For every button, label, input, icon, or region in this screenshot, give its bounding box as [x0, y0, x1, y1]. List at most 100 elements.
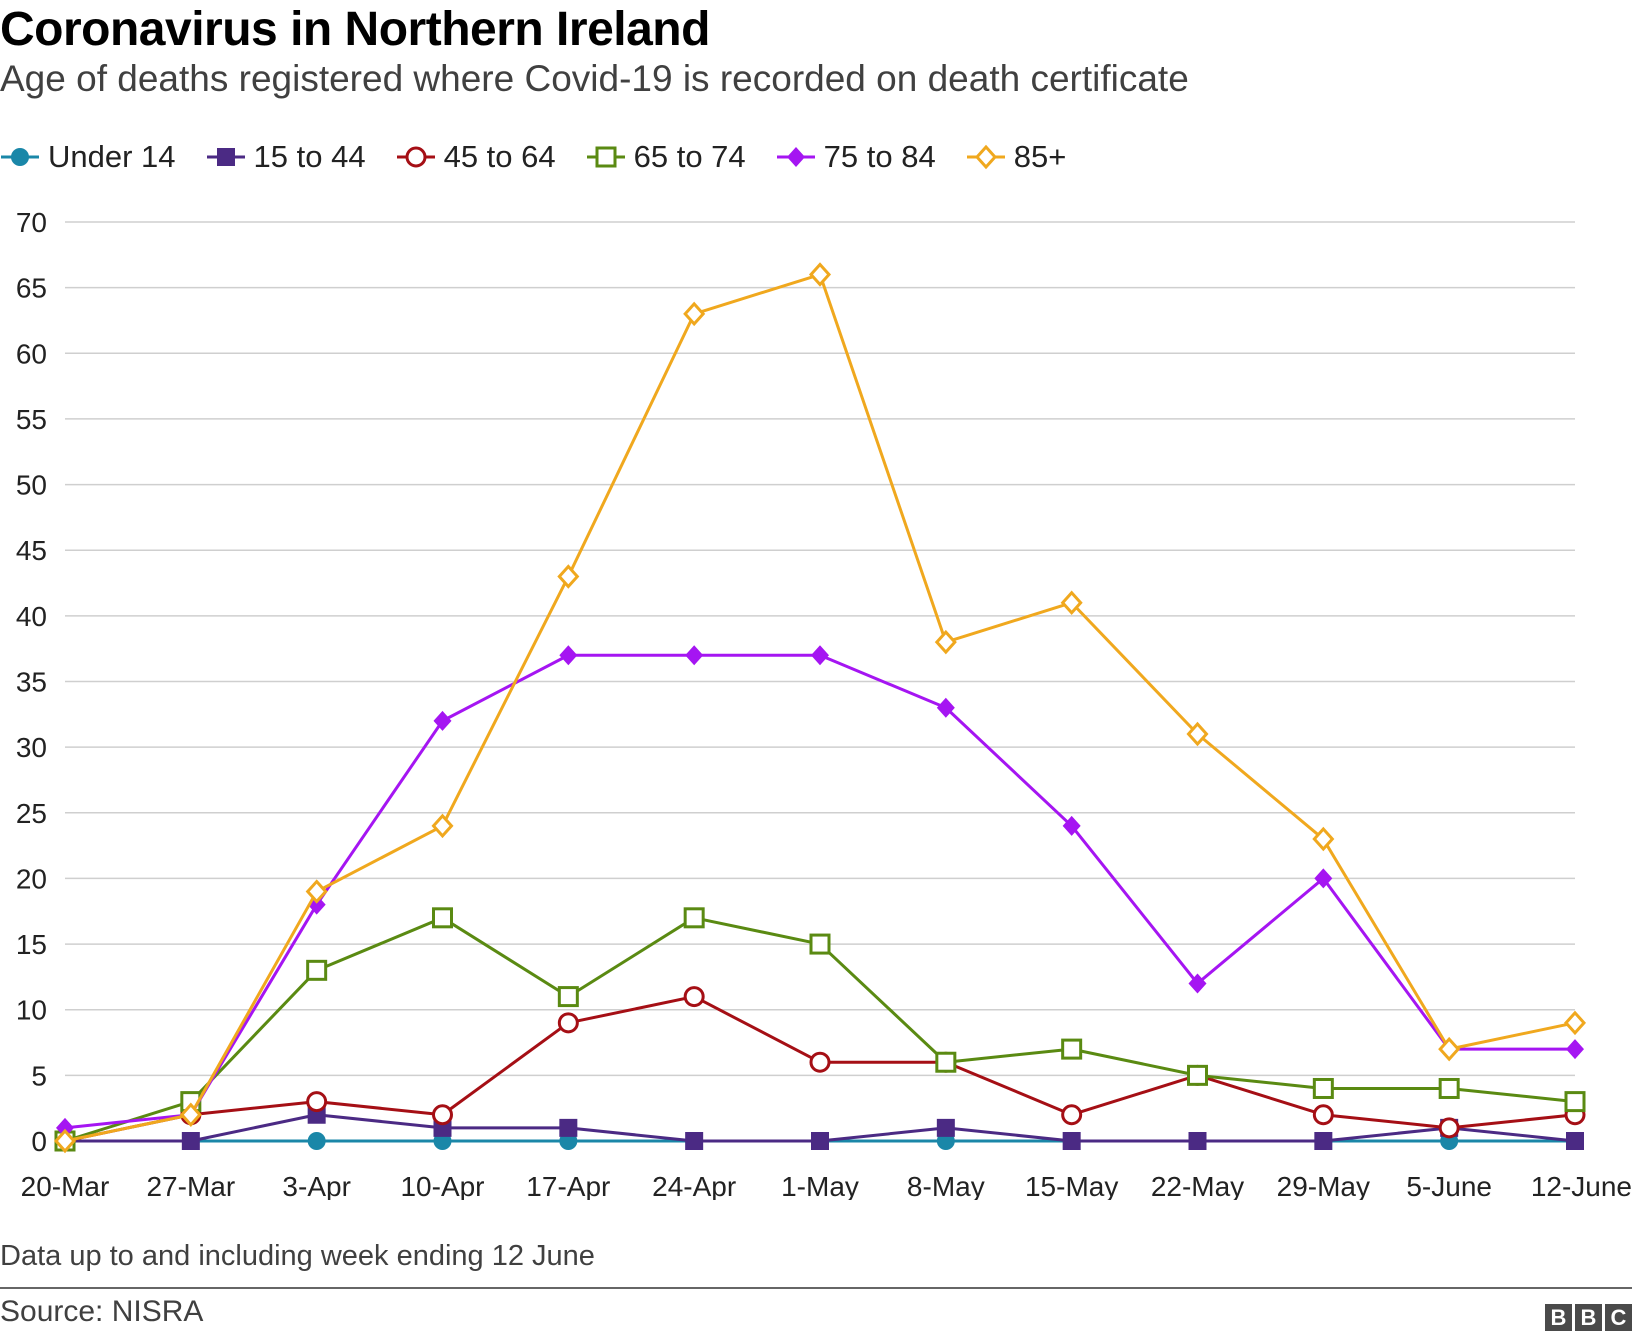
- y-tick-label: 20: [16, 863, 47, 894]
- data-point: [1312, 1077, 1334, 1099]
- data-point: [1188, 973, 1207, 994]
- data-point: [559, 645, 578, 666]
- legend-marker: [216, 148, 235, 166]
- data-point: [1314, 1132, 1333, 1150]
- data-point: [1187, 1064, 1208, 1086]
- data-point: [306, 1091, 328, 1113]
- x-tick-label: 5-June: [1406, 1171, 1492, 1200]
- legend-label: 75 to 84: [823, 139, 936, 174]
- data-point: [559, 1118, 578, 1137]
- legend-item: 45 to 64: [396, 139, 556, 175]
- y-tick-label: 0: [31, 1126, 47, 1157]
- data-point: [307, 1132, 326, 1150]
- data-point: [1062, 815, 1081, 836]
- data-point: [683, 986, 705, 1008]
- legend-marker: [11, 148, 29, 166]
- y-tick-label: 55: [16, 404, 47, 435]
- legend-label: 45 to 64: [443, 139, 556, 174]
- data-point: [1186, 721, 1209, 747]
- data-point: [683, 301, 706, 327]
- data-point: [1566, 1039, 1584, 1060]
- x-tick-label: 27-Mar: [146, 1171, 235, 1200]
- data-point: [432, 1104, 453, 1126]
- data-point: [305, 879, 328, 904]
- bbc-logo: B B C: [1545, 1304, 1632, 1331]
- legend-marker-icon: [776, 147, 815, 167]
- y-tick-label: 65: [16, 273, 47, 304]
- legend-label: 15 to 44: [253, 139, 366, 174]
- data-point: [808, 262, 832, 287]
- bbc-logo-letter: C: [1605, 1304, 1632, 1331]
- y-tick-label: 50: [16, 470, 47, 501]
- x-tick-label: 22-May: [1151, 1171, 1244, 1200]
- data-point: [935, 1051, 957, 1073]
- y-tick-label: 70: [16, 207, 47, 238]
- data-point: [1062, 1132, 1081, 1150]
- data-point: [56, 1117, 74, 1138]
- x-tick-label: 3-Apr: [282, 1171, 350, 1200]
- y-tick-label: 15: [16, 929, 47, 960]
- x-tick-label: 15-May: [1025, 1171, 1118, 1200]
- data-point: [53, 1128, 77, 1154]
- series-15-to-44: [56, 1105, 1584, 1150]
- line-chart: 0 5 10 15 20 25 30 35 40 45 50 55 60 65 70 20-Mar 27-Mar…: [16, 207, 1632, 1200]
- legend-marker-icon: [586, 146, 625, 168]
- chart-legend: Under 14 15 to 44 45 to 64 65 to 74 75 to 84…: [0, 132, 1096, 182]
- data-point: [1438, 1036, 1461, 1062]
- data-point: [1061, 1038, 1083, 1060]
- x-tick-label: 29-May: [1277, 1171, 1370, 1200]
- data-point: [557, 1012, 579, 1034]
- legend-marker-icon: [396, 146, 435, 168]
- y-tick-label: 40: [16, 601, 47, 632]
- x-tick-label: 17-Apr: [526, 1171, 610, 1200]
- data-point: [1314, 868, 1333, 889]
- series-line: [64, 273, 1576, 1143]
- y-tick-label: 10: [16, 995, 47, 1026]
- data-point: [306, 959, 328, 981]
- legend-marker: [786, 147, 805, 167]
- legend-marker: [595, 146, 617, 168]
- legend-label: 65 to 74: [633, 139, 746, 174]
- x-tick-label: 20-Mar: [21, 1171, 110, 1200]
- legend-item: 15 to 44: [206, 139, 366, 175]
- data-point: [683, 907, 705, 929]
- y-tick-label: 30: [16, 732, 47, 763]
- legend-label: 85+: [1013, 139, 1067, 174]
- data-point: [809, 1051, 831, 1073]
- legend-marker: [405, 146, 427, 168]
- x-tick-label: 12-June: [1531, 1171, 1632, 1200]
- data-point: [1060, 590, 1083, 615]
- y-tick-label: 45: [16, 535, 47, 566]
- data-point: [685, 1132, 704, 1150]
- series-85-: [53, 262, 1587, 1154]
- legend-marker: [974, 144, 997, 170]
- data-point: [934, 629, 957, 655]
- chart-title: Coronavirus in Northern Ireland: [0, 3, 710, 56]
- bbc-logo-letter: B: [1545, 1304, 1572, 1331]
- legend-label: Under 14: [48, 139, 176, 174]
- data-point: [181, 1132, 200, 1150]
- data-point: [811, 1132, 829, 1150]
- x-tick-label: 8-May: [907, 1171, 985, 1200]
- legend-marker-icon: [966, 144, 1005, 170]
- legend-item: 85+: [966, 139, 1067, 175]
- x-tick-label: 24-Apr: [652, 1171, 736, 1200]
- data-point: [936, 697, 955, 718]
- chart-subtitle: Age of deaths registered where Covid-19 …: [0, 58, 1189, 99]
- chart-note: Data up to and including week ending 12 …: [0, 1240, 595, 1272]
- bbc-logo-letter: B: [1575, 1304, 1602, 1331]
- data-point: [1438, 1077, 1460, 1099]
- y-tick-label: 35: [16, 667, 47, 698]
- data-point: [1566, 1132, 1584, 1150]
- data-point: [433, 710, 452, 731]
- data-point: [685, 645, 704, 666]
- data-point: [1188, 1132, 1207, 1150]
- data-point: [557, 564, 580, 589]
- data-point: [936, 1118, 955, 1137]
- x-tick-label: 1-May: [781, 1171, 859, 1200]
- series-45-to-64: [54, 986, 1586, 1152]
- data-point: [1563, 1010, 1587, 1036]
- data-point: [431, 813, 454, 839]
- data-point: [179, 1102, 202, 1127]
- legend-item: 75 to 84: [776, 139, 936, 175]
